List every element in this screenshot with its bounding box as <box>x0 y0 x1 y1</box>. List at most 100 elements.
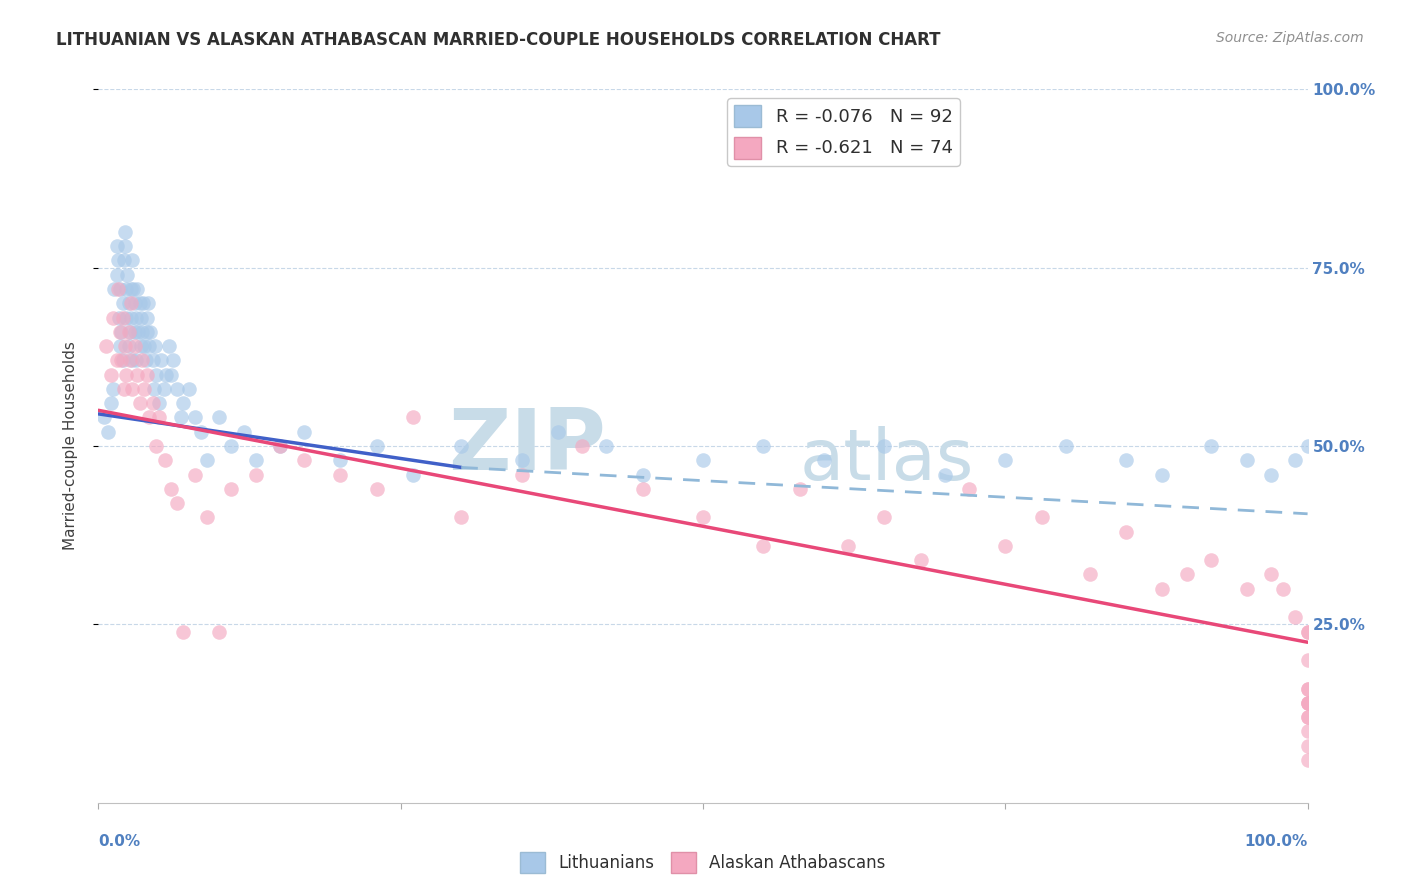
Point <box>135 368 157 382</box>
Point <box>114 239 136 253</box>
Point <box>366 482 388 496</box>
Point <box>402 410 425 425</box>
Point <box>329 467 352 482</box>
Point <box>1175 567 1198 582</box>
Point <box>121 382 143 396</box>
Text: atlas: atlas <box>800 425 974 495</box>
Point <box>108 339 131 353</box>
Text: 100.0%: 100.0% <box>1244 834 1308 849</box>
Point <box>103 282 125 296</box>
Point <box>135 310 157 325</box>
Point <box>143 339 166 353</box>
Point <box>184 410 207 425</box>
Point <box>402 467 425 482</box>
Point <box>124 296 146 310</box>
Point <box>127 325 149 339</box>
Point <box>692 510 714 524</box>
Point <box>121 353 143 368</box>
Point <box>752 539 775 553</box>
Point <box>957 482 980 496</box>
Point <box>1260 567 1282 582</box>
Point <box>873 439 896 453</box>
Point <box>135 325 157 339</box>
Point <box>111 310 134 325</box>
Point <box>1296 624 1319 639</box>
Point <box>1296 681 1319 696</box>
Point <box>114 339 136 353</box>
Point <box>166 382 188 396</box>
Point <box>172 624 194 639</box>
Text: 0.0%: 0.0% <box>98 834 141 849</box>
Point <box>145 368 167 382</box>
Point <box>752 439 775 453</box>
Point <box>450 439 472 453</box>
Point <box>450 510 472 524</box>
Point <box>148 410 170 425</box>
Point <box>510 467 533 482</box>
Point <box>120 296 142 310</box>
Point <box>329 453 352 467</box>
Point <box>134 382 156 396</box>
Point <box>138 410 160 425</box>
Point <box>118 353 141 368</box>
Point <box>1296 624 1319 639</box>
Point <box>111 296 134 310</box>
Point <box>124 339 146 353</box>
Point <box>1296 739 1319 753</box>
Point <box>111 353 134 368</box>
Point <box>136 296 159 310</box>
Point <box>152 382 174 396</box>
Point <box>1115 453 1137 467</box>
Point <box>510 453 533 467</box>
Point <box>269 439 291 453</box>
Point <box>169 410 191 425</box>
Point <box>100 396 122 410</box>
Point <box>132 296 155 310</box>
Legend: R = -0.076   N = 92, R = -0.621   N = 74: R = -0.076 N = 92, R = -0.621 N = 74 <box>727 98 960 166</box>
Point <box>366 439 388 453</box>
Point <box>118 325 141 339</box>
Point <box>110 353 132 368</box>
Point <box>107 253 129 268</box>
Point <box>1236 453 1258 467</box>
Point <box>547 425 569 439</box>
Point <box>129 310 152 325</box>
Point <box>172 396 194 410</box>
Point <box>120 310 142 325</box>
Point <box>571 439 593 453</box>
Point <box>1296 753 1319 767</box>
Point <box>128 396 150 410</box>
Point <box>122 282 145 296</box>
Point <box>105 239 128 253</box>
Point <box>108 282 131 296</box>
Legend: Lithuanians, Alaskan Athabascans: Lithuanians, Alaskan Athabascans <box>513 846 893 880</box>
Point <box>595 439 617 453</box>
Point <box>179 382 201 396</box>
Point <box>131 353 153 368</box>
Point <box>101 382 124 396</box>
Point <box>108 310 131 325</box>
Point <box>1260 467 1282 482</box>
Point <box>1152 582 1174 596</box>
Point <box>131 325 153 339</box>
Point <box>232 425 254 439</box>
Point <box>115 368 138 382</box>
Point <box>115 282 138 296</box>
Point <box>190 425 212 439</box>
Point <box>1199 439 1222 453</box>
Point <box>292 425 315 439</box>
Point <box>125 353 148 368</box>
Point <box>1115 524 1137 539</box>
Point <box>245 467 267 482</box>
Point <box>994 453 1017 467</box>
Point <box>142 396 165 410</box>
Point <box>692 453 714 467</box>
Point <box>1296 696 1319 710</box>
Point <box>118 339 141 353</box>
Point <box>93 410 115 425</box>
Point <box>1272 582 1295 596</box>
Point <box>1296 439 1319 453</box>
Point <box>155 368 177 382</box>
Point <box>162 353 184 368</box>
Point <box>292 453 315 467</box>
